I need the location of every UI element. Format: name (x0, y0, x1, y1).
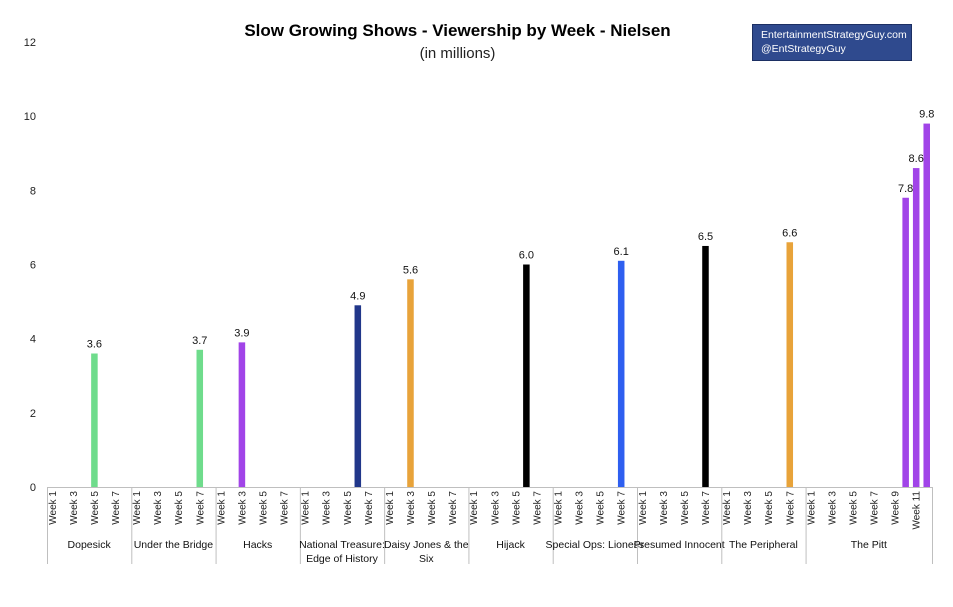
data-label: 7.8 (898, 183, 913, 195)
x-tick-label: Week 1 (553, 491, 564, 525)
x-tick-label: Week 3 (406, 491, 417, 525)
x-tick-label: Week 1 (385, 491, 396, 525)
x-tick-label: Week 7 (785, 491, 796, 525)
bar (902, 197, 909, 487)
x-tick-label: Week 3 (153, 491, 164, 525)
x-tick-label: Week 5 (258, 491, 269, 525)
group-label: Hacks (243, 539, 272, 551)
bar (702, 245, 709, 487)
x-tick-label: Week 3 (827, 491, 838, 525)
x-tick-label: Week 7 (617, 491, 628, 525)
x-tick-label: Week 7 (448, 491, 459, 525)
data-label: 6.1 (614, 246, 629, 258)
group-label: Presumed Innocent (634, 539, 725, 551)
group-label: Daisy Jones & the (384, 539, 469, 551)
x-tick-label: Week 9 (891, 491, 902, 525)
data-label: 3.7 (192, 335, 207, 347)
bar (238, 342, 246, 487)
data-label: 4.9 (350, 290, 365, 302)
x-tick-label: Week 5 (90, 491, 101, 525)
group-label: The Pitt (851, 539, 887, 551)
chart-subtitle: (in millions) (419, 45, 496, 62)
x-tick-label: Week 3 (69, 491, 80, 525)
data-label: 5.6 (403, 264, 418, 276)
data-label: 6.6 (782, 227, 797, 239)
group-label: Edge of History (306, 553, 379, 565)
x-tick-label: Week 7 (532, 491, 543, 525)
y-tick-label: 12 (24, 37, 36, 49)
y-tick-label: 4 (30, 334, 36, 346)
x-tick-label: Week 11 (912, 491, 923, 530)
x-tick-label: Week 1 (806, 491, 817, 525)
bar (354, 305, 362, 487)
x-tick-label: Week 5 (343, 491, 354, 525)
bar (912, 168, 920, 488)
x-tick-label: Week 1 (48, 491, 59, 525)
credit-box: EntertainmentStrategyGuy.com @EntStrateg… (752, 24, 912, 61)
bar (617, 260, 625, 487)
x-tick-label: Week 5 (680, 491, 691, 525)
group-label: Six (419, 553, 434, 565)
x-tick-label: Week 5 (427, 491, 438, 525)
credit-handle: @EntStrategyGuy (761, 43, 846, 55)
data-label: 3.9 (234, 327, 249, 339)
x-tick-label: Week 7 (701, 491, 712, 525)
data-label: 3.6 (87, 339, 102, 351)
x-tick-label: Week 5 (764, 491, 775, 525)
x-tick-label: Week 1 (722, 491, 733, 525)
x-tick-label: Week 7 (364, 491, 375, 525)
group-label: Hijack (496, 539, 525, 551)
group-label: Special Ops: Lioness (546, 539, 645, 551)
group-label: The Peripheral (729, 539, 798, 551)
x-tick-label: Week 5 (848, 491, 859, 525)
y-tick-label: 0 (30, 482, 36, 494)
credit-website: EntertainmentStrategyGuy.com (761, 29, 907, 41)
x-tick-label: Week 3 (743, 491, 754, 525)
bar (523, 264, 530, 487)
x-tick-label: Week 7 (870, 491, 881, 525)
bar (786, 242, 794, 487)
bar (407, 279, 414, 487)
bar (196, 349, 204, 487)
x-tick-label: Week 3 (659, 491, 670, 525)
x-tick-label: Week 5 (596, 491, 607, 525)
x-tick-label: Week 7 (111, 491, 122, 525)
x-tick-label: Week 1 (469, 491, 480, 525)
y-tick-label: 8 (30, 185, 36, 197)
x-tick-label: Week 5 (174, 491, 185, 525)
x-tick-label: Week 5 (511, 491, 522, 525)
bar (91, 353, 98, 487)
x-tick-label: Week 1 (638, 491, 649, 525)
chart-title: Slow Growing Shows - Viewership by Week … (244, 21, 671, 40)
x-tick-label: Week 1 (301, 491, 312, 525)
bar (923, 123, 930, 487)
x-tick-label: Week 7 (195, 491, 206, 525)
x-tick-label: Week 1 (132, 491, 143, 525)
y-tick-label: 10 (24, 111, 36, 123)
data-label: 6.5 (698, 231, 713, 243)
y-tick-label: 2 (30, 408, 36, 420)
data-label: 6.0 (519, 250, 534, 262)
x-tick-label: Week 3 (237, 491, 248, 525)
data-label: 8.6 (909, 153, 924, 165)
x-tick-label: Week 7 (280, 491, 291, 525)
x-tick-label: Week 1 (216, 491, 227, 525)
group-label: Dopesick (68, 539, 112, 551)
group-label: Under the Bridge (134, 539, 214, 551)
x-tick-label: Week 3 (490, 491, 501, 525)
x-tick-label: Week 3 (575, 491, 586, 525)
data-label: 9.8 (919, 109, 934, 121)
y-tick-label: 6 (30, 260, 36, 272)
group-label: National Treasure: (299, 539, 385, 551)
x-tick-label: Week 3 (322, 491, 333, 525)
